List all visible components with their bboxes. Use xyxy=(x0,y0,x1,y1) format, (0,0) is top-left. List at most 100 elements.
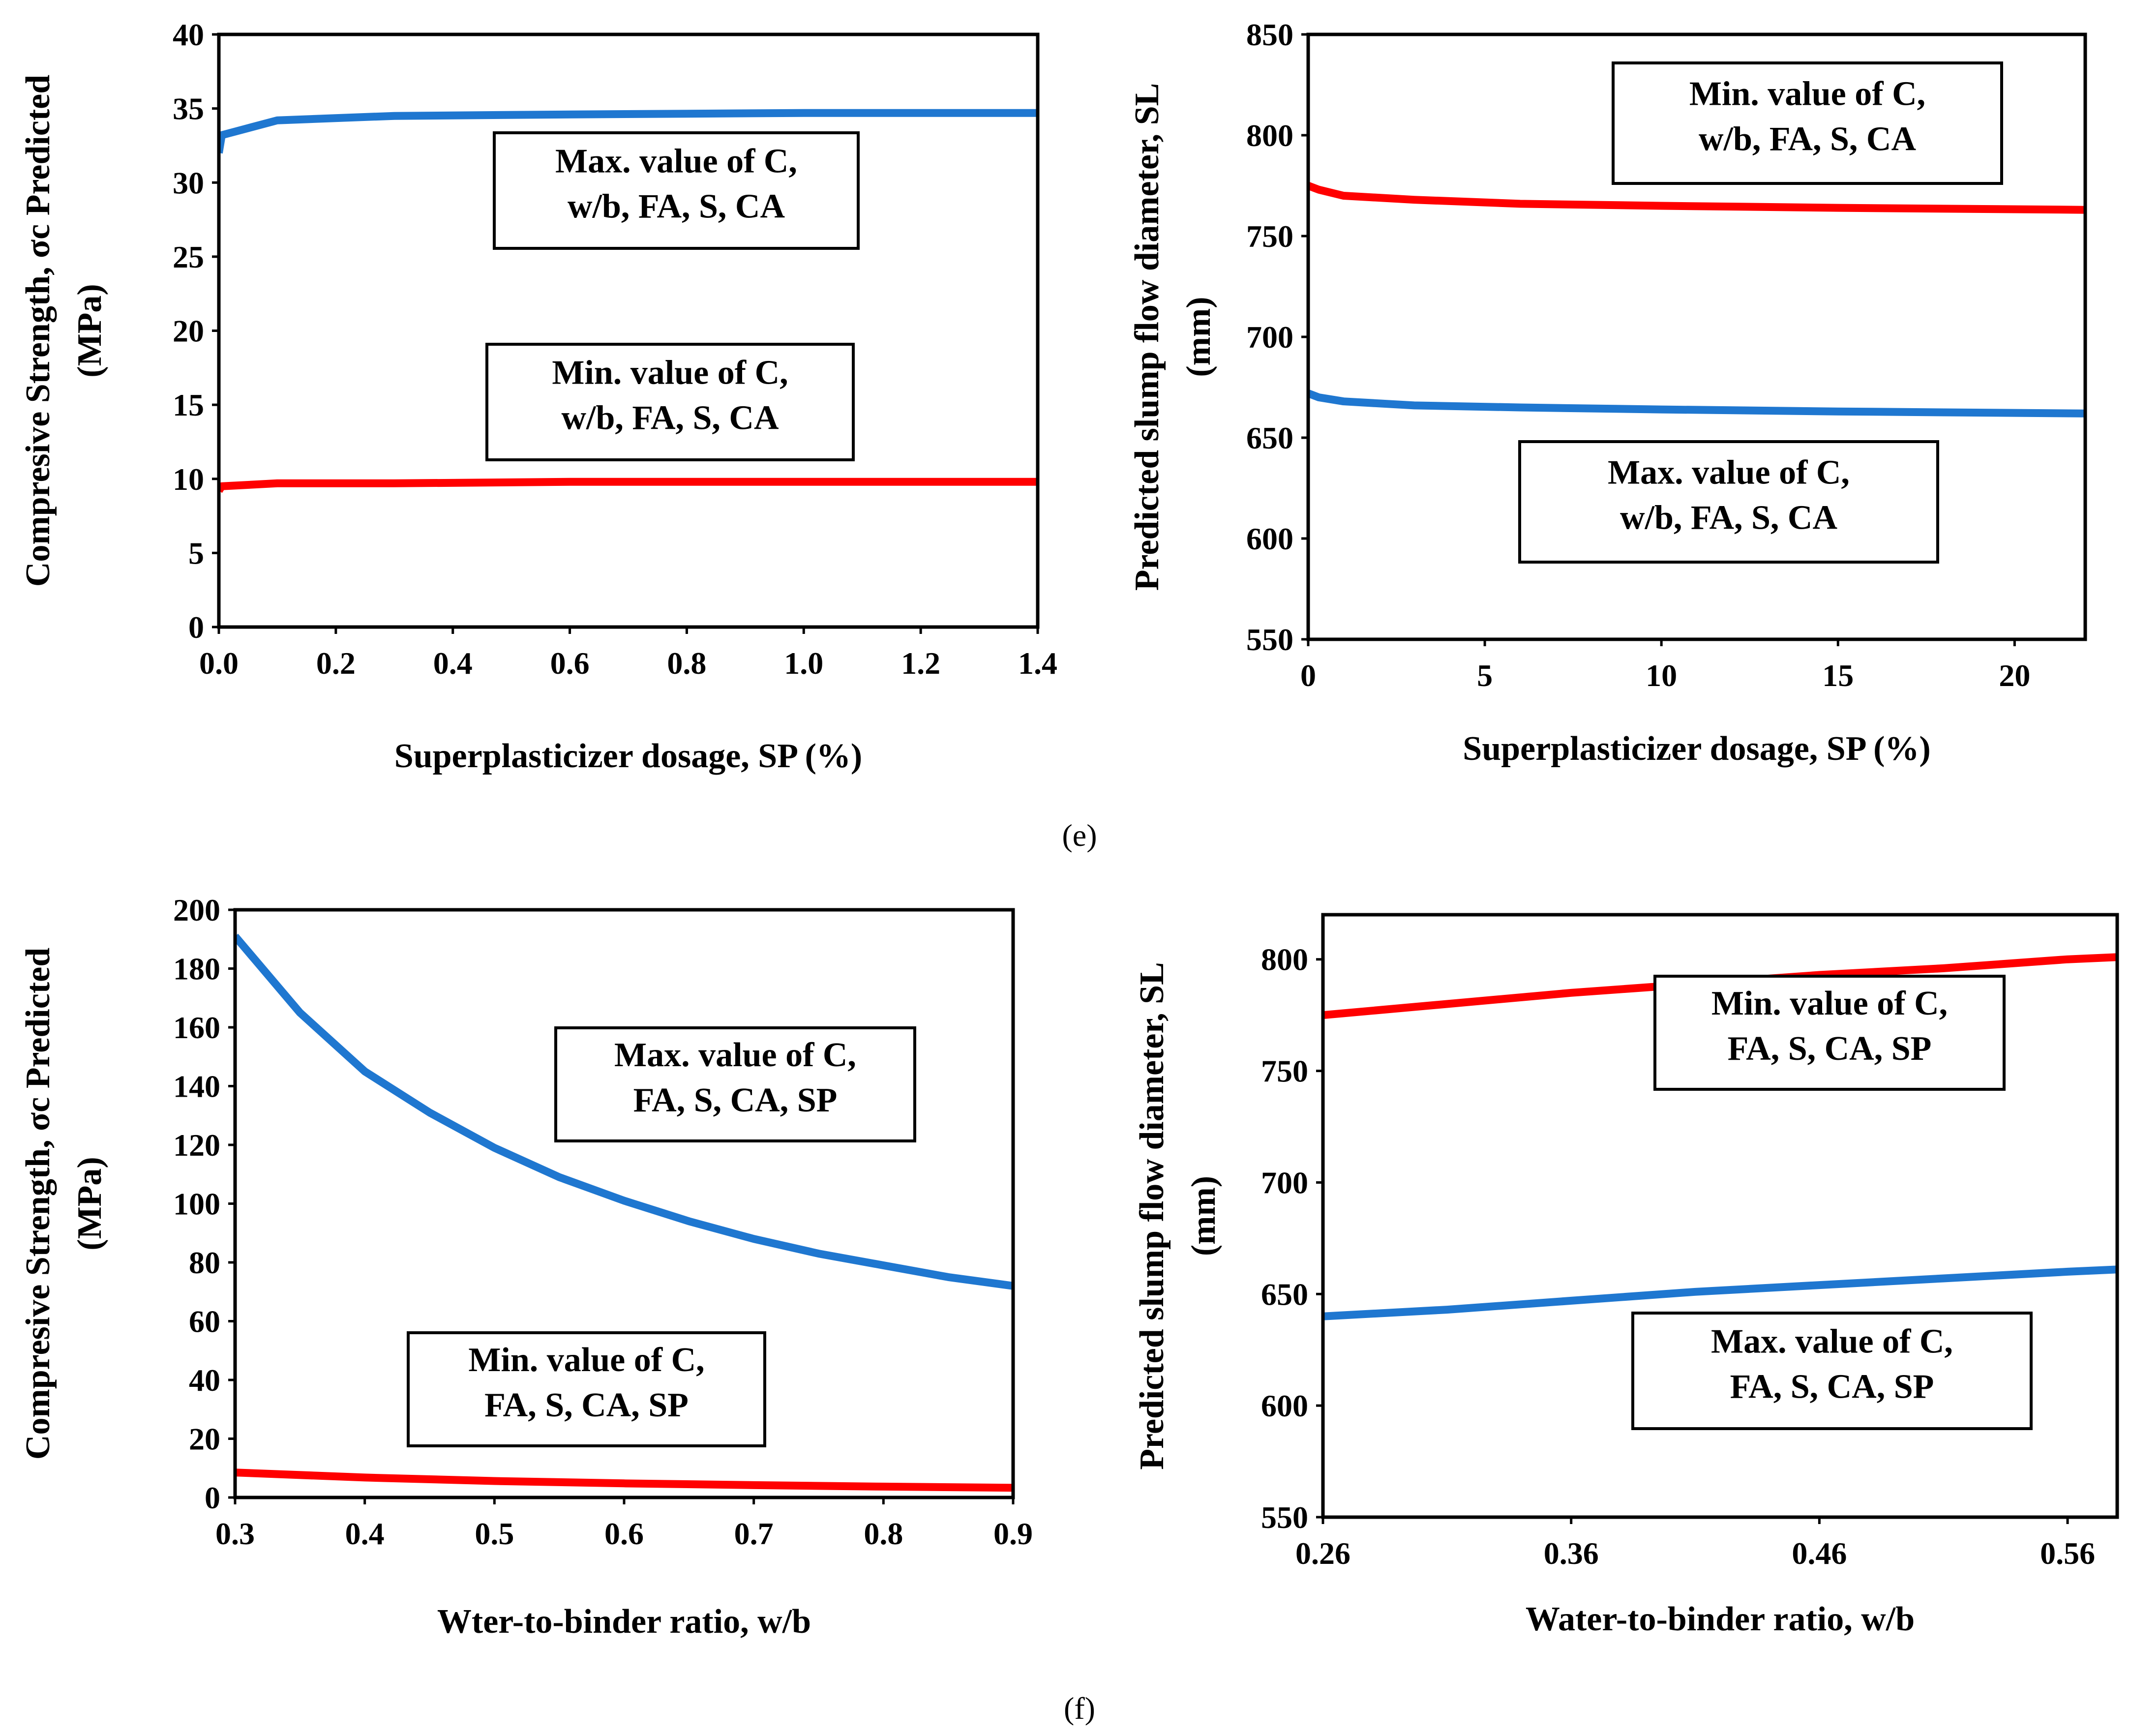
annotation-text: FA, S, CA, SP xyxy=(633,1081,838,1119)
y-tick-label: 700 xyxy=(1246,320,1293,355)
chart-f-left: 0 20 40 60 80 100 120 140 160 180 200 0.3 0.4 0.5 0.6 0… xyxy=(19,893,1033,1641)
annotation-text: w/b, FA, S, CA xyxy=(568,188,785,226)
annotation-box xyxy=(1631,1312,2033,1430)
series-line-red xyxy=(1308,182,2085,214)
annotation-text: w/b, FA, S, CA xyxy=(1620,499,1838,537)
y-tick-label: 700 xyxy=(1261,1165,1308,1200)
plot-frame xyxy=(217,32,1040,629)
plot-frame xyxy=(233,908,1015,1499)
y-tick-label: 750 xyxy=(1246,219,1293,254)
x-tick-label: 15 xyxy=(1822,658,1854,693)
plot-frame xyxy=(1306,32,2087,641)
x-tick-label: 1.0 xyxy=(784,646,823,681)
x-tick-label: 0.9 xyxy=(993,1516,1033,1551)
x-tick-label: 0.5 xyxy=(475,1516,514,1551)
x-tick-label: 0.7 xyxy=(734,1516,774,1551)
annotation-text: FA, S, CA, SP xyxy=(1730,1368,1934,1406)
y-tick-label: 750 xyxy=(1261,1054,1308,1089)
panel-label-f: (f) xyxy=(1064,1691,1095,1726)
annotation-text: Min. value of C, xyxy=(1711,985,1948,1022)
x-tick-label: 0.26 xyxy=(1295,1536,1350,1571)
y-tick-label: 120 xyxy=(173,1128,220,1163)
x-tick-label: 0.46 xyxy=(1792,1536,1847,1571)
x-tick-label: 0.36 xyxy=(1544,1536,1599,1571)
panel-label-e: (e) xyxy=(1062,818,1097,853)
y-axis-title: (mm) xyxy=(1185,1176,1223,1256)
x-axis-title: Wter-to-binder ratio, w/b xyxy=(437,1603,811,1641)
annotation-text: Min. value of C, xyxy=(468,1341,704,1379)
y-axis-title: (MPa) xyxy=(71,1157,109,1250)
x-axis-title: Water-to-binder ratio, w/b xyxy=(1526,1600,1915,1638)
annotation-text: w/b, FA, S, CA xyxy=(1699,120,1917,158)
y-tick-label: 40 xyxy=(189,1363,220,1398)
x-tick-label: 20 xyxy=(1999,658,2030,693)
y-axis-title: Compresive Strength, σc Predicted xyxy=(19,75,57,587)
x-tick-label: 0.6 xyxy=(550,646,590,681)
annotation-text: Max. value of C, xyxy=(1711,1323,1953,1361)
y-tick-label: 60 xyxy=(189,1304,220,1339)
annotation-box xyxy=(1612,61,2003,185)
y-tick-label: 20 xyxy=(189,1422,220,1457)
annotation-box xyxy=(407,1331,766,1447)
y-tick-label: 10 xyxy=(173,462,204,497)
y-tick-label: 600 xyxy=(1246,521,1293,556)
series-line-blue xyxy=(235,933,1013,1290)
y-tick-label: 650 xyxy=(1261,1277,1308,1312)
chart-e-right: 550 600 650 700 750 800 850 0 5 10 15 20 Min. value … xyxy=(1128,17,2087,768)
y-tick-label: 160 xyxy=(173,1010,220,1045)
y-tick-label: 600 xyxy=(1261,1388,1308,1423)
annotation-box xyxy=(1653,975,2006,1091)
x-axis-title: Superplasticizer dosage, SP (%) xyxy=(1463,730,1930,768)
y-tick-label: 800 xyxy=(1261,942,1308,977)
series-line-red xyxy=(235,1468,1013,1492)
y-tick-label: 30 xyxy=(173,165,204,200)
y-tick-label: 20 xyxy=(173,314,204,349)
annotation-box xyxy=(1518,440,1939,564)
annotation-text: Min. value of C, xyxy=(552,354,788,392)
annotation-text: w/b, FA, S, CA xyxy=(561,399,779,437)
y-tick-label: 650 xyxy=(1246,420,1293,455)
x-tick-label: 0.4 xyxy=(345,1516,385,1551)
chart-f-right: 550 600 650 700 750 800 0.26 0.36 0.46 0.56 Min. v… xyxy=(1133,913,2119,1638)
y-tick-label: 140 xyxy=(173,1069,220,1104)
x-tick-label: 0.4 xyxy=(433,646,473,681)
y-axis-title: (MPa) xyxy=(71,284,109,377)
series-line-red xyxy=(219,478,1038,493)
y-tick-label: 40 xyxy=(173,17,204,52)
y-tick-label: 550 xyxy=(1246,622,1293,657)
x-tick-label: 0.6 xyxy=(604,1516,644,1551)
x-tick-label: 0.56 xyxy=(2040,1536,2095,1571)
charts-layer: 0 5 10 15 20 25 30 35 40 0.0 0.2 0.4 0.6 0.8 1.0 1.2 1.4… xyxy=(19,17,2119,1641)
y-tick-label: 5 xyxy=(188,536,204,570)
series-line-blue xyxy=(1308,389,2085,418)
y-tick-label: 550 xyxy=(1261,1500,1308,1535)
x-tick-label: 0 xyxy=(1300,658,1316,693)
y-tick-label: 200 xyxy=(173,893,220,928)
annotation-text: Max. value of C, xyxy=(1608,454,1850,492)
y-axis-title: Predicted slump flow diameter, SL xyxy=(1128,83,1166,591)
y-axis-title: Compresive Strength, σc Predicted xyxy=(19,948,57,1460)
y-axis-title: (mm) xyxy=(1180,297,1218,377)
series-line-blue xyxy=(219,109,1038,154)
annotation-text: FA, S, CA, SP xyxy=(1728,1030,1932,1068)
x-tick-label: 1.4 xyxy=(1018,646,1057,681)
x-tick-label: 0.0 xyxy=(199,646,239,681)
y-tick-label: 100 xyxy=(173,1187,220,1222)
x-tick-label: 0.2 xyxy=(316,646,356,681)
series-line-blue xyxy=(1323,1265,2117,1320)
annotation-text: Max. value of C, xyxy=(614,1036,856,1074)
x-tick-label: 0.8 xyxy=(864,1516,903,1551)
y-tick-label: 25 xyxy=(173,239,204,274)
annotation-text: Max. value of C, xyxy=(555,143,797,180)
annotation-box xyxy=(485,343,855,461)
x-tick-label: 5 xyxy=(1477,658,1493,693)
y-tick-label: 80 xyxy=(189,1245,220,1280)
y-tick-label: 35 xyxy=(173,91,204,126)
x-tick-label: 1.2 xyxy=(901,646,940,681)
y-tick-label: 0 xyxy=(188,610,204,645)
chart-e-left: 0 5 10 15 20 25 30 35 40 0.0 0.2 0.4 0.6 0.8 1.0 1.2 1.4… xyxy=(19,17,1057,775)
annotation-box xyxy=(493,131,860,250)
y-tick-label: 850 xyxy=(1246,17,1293,52)
